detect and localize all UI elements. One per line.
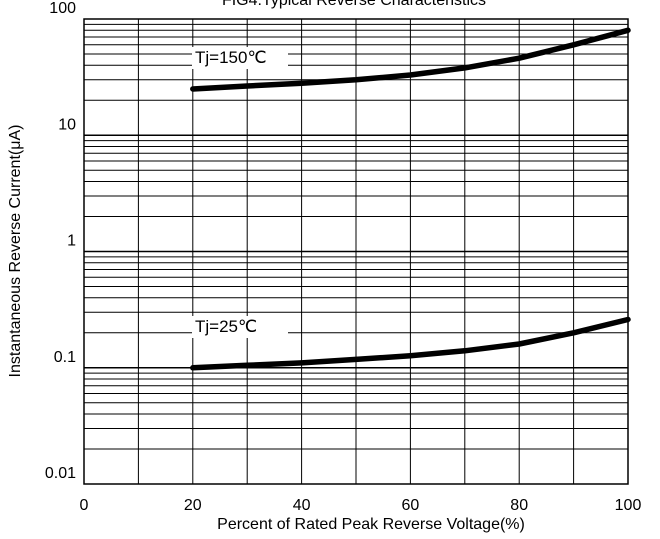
series-line-2: [190, 316, 631, 371]
y-tick-label: 1: [67, 233, 76, 250]
series-line-1: [190, 27, 631, 92]
y-tick-labels: 100 10 1 0.1 0.01: [45, 0, 76, 482]
plot-frame: [83, 18, 629, 485]
y-tick-label: 10: [58, 116, 76, 133]
y-tick-label: 100: [49, 0, 76, 17]
x-tick-labels: 0 20 40 60 80 100: [80, 497, 642, 514]
x-axis-label: Percent of Rated Peak Reverse Voltage(%): [217, 516, 525, 533]
series-layer: [190, 27, 631, 371]
y-tick-label: 0.1: [54, 349, 76, 366]
y-axis-label: Instantaneous Reverse Current(μA): [7, 125, 24, 378]
x-tick-label: 80: [510, 497, 528, 514]
series-labels: Tj=150℃ Tj=25℃: [192, 47, 288, 338]
series-label-bg: [192, 316, 288, 338]
series-label-bg: [192, 47, 288, 69]
grid: [84, 19, 628, 484]
series-label-2: Tj=25℃: [195, 317, 257, 336]
x-tick-label: 100: [615, 497, 642, 514]
x-tick-label: 40: [293, 497, 311, 514]
chart-title: FIG4:Typical Reverse Characteristics: [222, 0, 486, 9]
x-tick-label: 20: [184, 497, 202, 514]
x-tick-label: 0: [80, 497, 89, 514]
series-label-1: Tj=150℃: [195, 48, 267, 67]
y-tick-label: 0.01: [45, 465, 76, 482]
x-tick-label: 60: [402, 497, 420, 514]
